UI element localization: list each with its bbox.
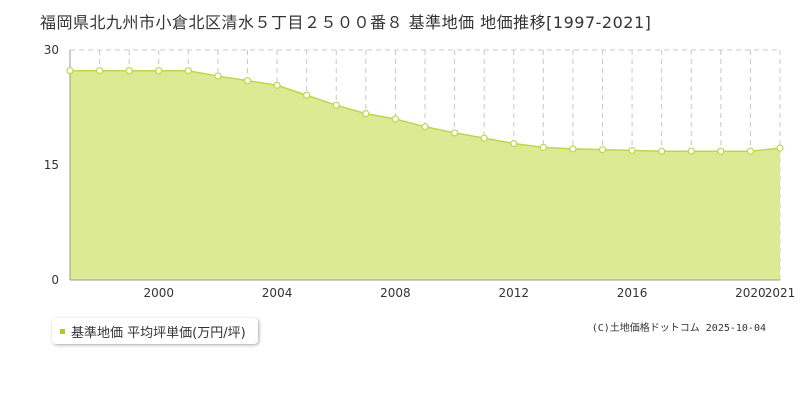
x-tick-label: 2016	[617, 286, 648, 300]
data-point	[95, 67, 104, 75]
data-point	[214, 72, 222, 80]
y-tick-label: 0	[51, 273, 59, 287]
data-point	[628, 146, 636, 155]
data-point	[658, 147, 666, 155]
data-point	[155, 67, 163, 75]
data-point	[717, 147, 725, 155]
data-point	[421, 123, 429, 131]
x-tick-label: 2004	[262, 286, 293, 300]
copyright-text: (C)土地価格ドットコム 2025-10-04	[591, 323, 766, 334]
data-point	[273, 81, 281, 89]
chart-title: 福岡県北九州市小倉北区清水５丁目２５００番８ 基準地価 地価推移[1997-20…	[40, 13, 652, 32]
data-point	[539, 143, 547, 151]
data-point	[184, 67, 192, 75]
data-point	[598, 146, 607, 154]
data-point	[450, 129, 459, 137]
legend-label: 基準地価 平均坪単価(万円/坪)	[71, 325, 246, 341]
x-tick-label: 2008	[380, 286, 411, 300]
y-tick-label: 30	[44, 43, 59, 57]
data-point	[66, 67, 74, 75]
data-point	[391, 115, 400, 123]
x-tick-label: 2021	[765, 286, 796, 300]
data-point	[125, 67, 133, 75]
data-point	[569, 145, 577, 153]
area-fill	[70, 70, 780, 280]
x-tick-label: 2000	[143, 286, 174, 300]
legend: 基準地価 平均坪単価(万円/坪)	[52, 318, 258, 344]
data-point	[746, 147, 755, 155]
x-tick-label: 2020	[735, 286, 766, 300]
data-point	[510, 139, 518, 148]
x-tick-label: 2012	[498, 286, 529, 300]
y-tick-label: 15	[44, 158, 59, 172]
data-point	[243, 77, 252, 85]
data-point	[776, 144, 784, 152]
data-point	[303, 91, 311, 99]
legend-marker	[60, 328, 65, 334]
data-point	[480, 134, 488, 142]
data-point	[687, 147, 695, 155]
data-point	[362, 110, 370, 118]
data-point	[332, 101, 340, 109]
